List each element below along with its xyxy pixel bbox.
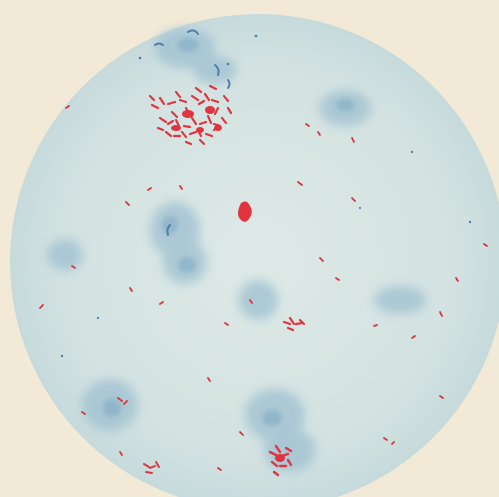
bacteria-blob-center xyxy=(238,201,252,222)
bacteria-cluster-bottom xyxy=(268,444,293,477)
bacteria-cluster-mid xyxy=(282,316,306,332)
microscope-field xyxy=(10,14,499,497)
bacteria-cluster-top-fill xyxy=(171,106,222,133)
cell-outline-strokes xyxy=(154,29,231,236)
bacteria-cluster-top xyxy=(148,84,233,146)
bacteria-scattered xyxy=(39,105,488,471)
debris-specks xyxy=(60,34,472,358)
bacteria-cluster-bottom-left xyxy=(143,461,160,474)
stained-cells xyxy=(47,28,426,472)
bacteria-cluster-bottom-fill xyxy=(275,454,285,462)
